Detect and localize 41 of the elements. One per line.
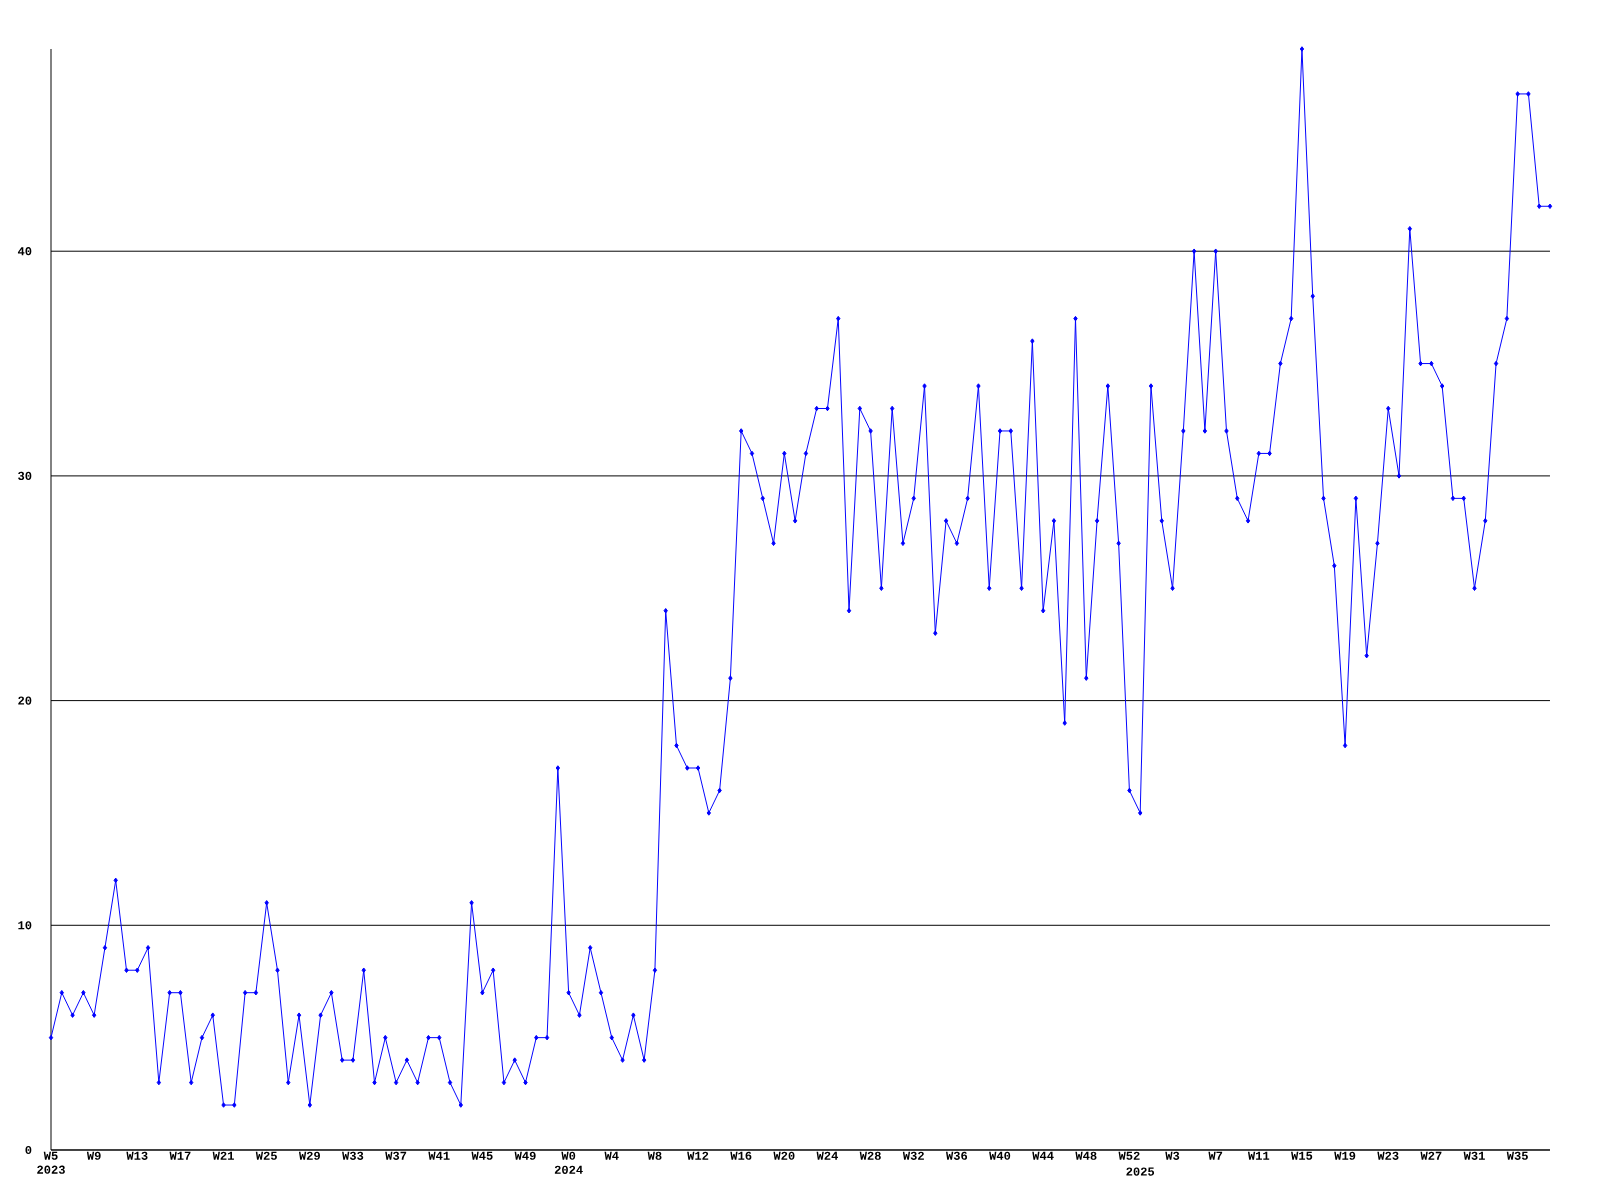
x-tick-label: W32 xyxy=(902,1151,924,1160)
x-tick-label: W33 xyxy=(342,1151,364,1160)
x-tick-label: W12 xyxy=(687,1151,709,1160)
x-tick-label: W29 xyxy=(298,1151,320,1160)
x-tick-label: 2025 xyxy=(1126,1167,1155,1176)
x-tick-label: W9 xyxy=(86,1151,101,1160)
x-tick-label: W13 xyxy=(126,1151,148,1160)
x-tick-label: W36 xyxy=(945,1151,968,1160)
y-tick-label: 40 xyxy=(17,247,32,256)
x-tick-label: W4 xyxy=(604,1151,619,1160)
x-tick-label: W17 xyxy=(169,1151,191,1160)
x-tick-label: W0 2024 xyxy=(554,1151,583,1174)
x-tick-label: W44 xyxy=(1032,1151,1054,1160)
x-tick-label: W23 xyxy=(1377,1151,1399,1160)
y-tick-label: 20 xyxy=(18,696,32,705)
x-tick-label: W24 xyxy=(816,1151,838,1160)
x-tick-label: W35 xyxy=(1506,1151,1528,1160)
x-tick-label: W5 2023 xyxy=(37,1151,65,1174)
y-tick-label: 10 xyxy=(18,921,32,930)
x-tick-label: W27 xyxy=(1420,1151,1442,1160)
x-tick-label: W16 xyxy=(730,1151,752,1160)
y-tick-label: 30 xyxy=(18,471,32,481)
x-tick-label: W45 xyxy=(471,1151,493,1160)
x-tick-label: W19 xyxy=(1334,1151,1356,1160)
x-tick-label: W3 xyxy=(1165,1151,1180,1160)
x-tick-label: W40 xyxy=(989,1151,1011,1160)
x-tick-label: W7 xyxy=(1208,1151,1223,1160)
x-tick-label: W52 xyxy=(1118,1151,1140,1160)
y-tick-label: 0 xyxy=(25,1145,32,1155)
x-tick-label: W11 xyxy=(1247,1151,1270,1160)
x-tick-label: W15 xyxy=(1291,1151,1313,1160)
x-tick-label: W48 xyxy=(1075,1151,1097,1160)
x-tick-label: W28 xyxy=(859,1151,881,1160)
x-tick-label: W21 xyxy=(212,1151,234,1160)
x-tick-label: W20 xyxy=(773,1151,795,1160)
x-tick-label: W25 xyxy=(255,1151,277,1160)
x-tick-label: W31 xyxy=(1463,1151,1485,1160)
x-tick-label: W8 xyxy=(647,1151,662,1160)
x-tick-label: W41 xyxy=(428,1151,450,1160)
x-tick-label: W49 xyxy=(514,1151,536,1160)
x-tick-label: W37 xyxy=(385,1151,407,1160)
